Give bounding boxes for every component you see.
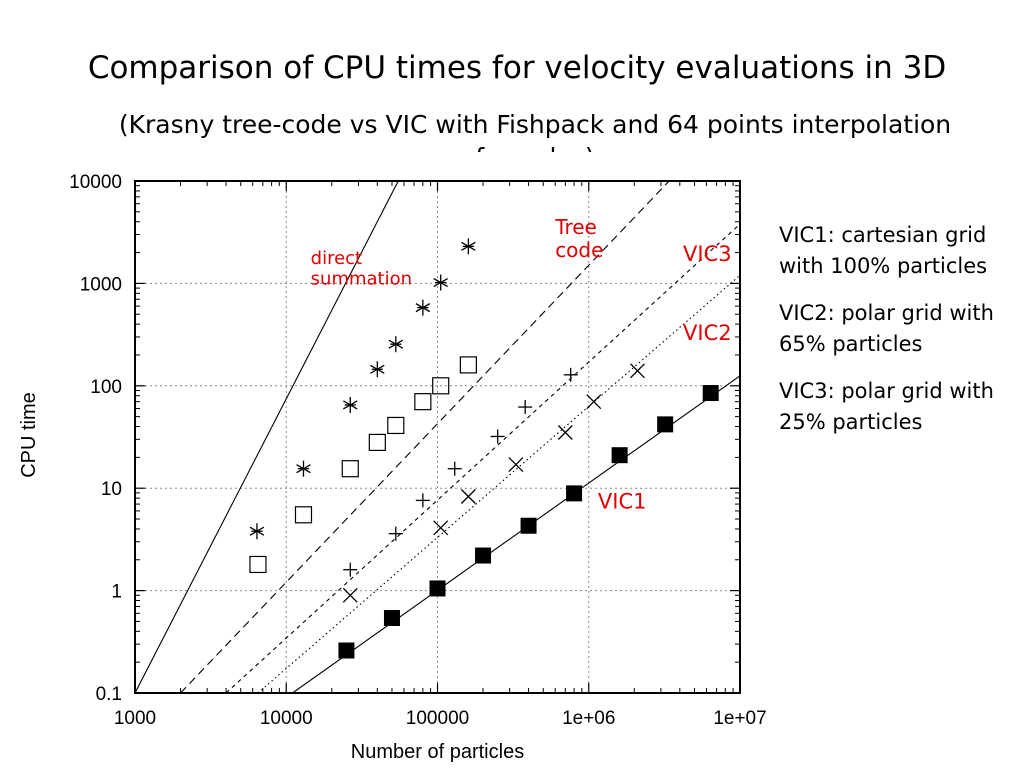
- point-vic3: [518, 400, 533, 415]
- point-direct-summation: [342, 396, 358, 413]
- point-direct-summation: [461, 238, 476, 255]
- y-tick-label: 0.1: [96, 684, 122, 705]
- y-tick-label: 1: [111, 582, 122, 603]
- legend-notes: VIC1: cartesian grid with 100% particles…: [779, 220, 1019, 454]
- data-markers: [249, 238, 719, 659]
- point-tree-code: [387, 416, 405, 435]
- point-vic1: [702, 385, 719, 402]
- point-vic1: [429, 580, 446, 597]
- y-tick-label: 1000: [80, 274, 122, 295]
- axes: 1000 10000 100000 1e+06 1e+07 0.1 1 10 100 1000 10…: [18, 172, 767, 763]
- fit-line-tree-code: [180, 181, 670, 693]
- x-tick-label: 100000: [406, 708, 469, 729]
- point-vic2: [508, 457, 524, 473]
- point-tree-code: [414, 393, 432, 411]
- point-direct-summation: [249, 523, 265, 540]
- point-vic1: [566, 485, 583, 502]
- point-tree-code: [249, 555, 267, 574]
- point-vic2: [630, 363, 645, 379]
- slide-subtitle: (Krasny tree-code vs VIC with Fishpack a…: [118, 110, 952, 152]
- point-vic2: [342, 587, 358, 603]
- x-tick-label: 1000: [114, 708, 156, 729]
- annotation-label: direct summation: [311, 248, 412, 290]
- point-tree-code: [341, 460, 359, 478]
- fit-line-vic2: [257, 274, 740, 693]
- point-vic1: [611, 447, 628, 464]
- note-vic2: VIC2: polar grid with 65% particles: [779, 301, 994, 356]
- point-tree-code: [294, 506, 313, 524]
- point-vic1: [657, 416, 674, 433]
- point-direct-summation: [370, 361, 385, 378]
- point-vic1: [338, 642, 355, 659]
- point-direct-summation: [388, 336, 404, 353]
- point-vic2: [460, 489, 476, 504]
- point-vic1: [475, 547, 492, 564]
- point-vic2: [433, 520, 449, 536]
- point-tree-code: [459, 356, 477, 374]
- point-vic1: [383, 610, 400, 627]
- point-vic3: [563, 367, 578, 382]
- y-tick-label: 10: [101, 479, 122, 500]
- y-tick-label: 100: [90, 377, 122, 398]
- x-tick-label: 1e+07: [713, 708, 766, 729]
- point-vic3: [343, 562, 358, 577]
- grid-lines: [135, 181, 740, 693]
- y-tick-label: 10000: [69, 172, 122, 193]
- x-tick-label: 10000: [260, 708, 313, 729]
- slide-title: Comparison of CPU times for velocity eva…: [87, 50, 947, 86]
- point-vic3: [388, 526, 403, 541]
- point-vic3: [490, 429, 505, 444]
- x-axis-label: Number of particles: [351, 741, 524, 763]
- point-vic3: [447, 461, 462, 476]
- annotation-label: VIC1: [598, 490, 647, 514]
- note-vic3: VIC3: polar grid with 25% particles: [779, 379, 994, 434]
- point-tree-code: [368, 433, 386, 452]
- point-direct-summation: [433, 274, 448, 291]
- y-axis-label: CPU time: [18, 392, 40, 478]
- point-direct-summation: [415, 299, 431, 316]
- point-vic1: [520, 517, 537, 534]
- x-tick-label: 1e+06: [562, 708, 615, 729]
- annotation-label: VIC3: [683, 242, 732, 266]
- point-vic3: [415, 493, 430, 508]
- note-vic1: VIC1: cartesian grid with 100% particles: [779, 223, 988, 278]
- fit-line-direct-summation: [135, 181, 399, 693]
- annotation-label: VIC2: [683, 321, 732, 345]
- fit-line-vic3: [225, 223, 740, 693]
- annotation-label: Tree code: [554, 215, 603, 262]
- point-vic2: [557, 425, 573, 440]
- point-vic2: [586, 394, 602, 410]
- annotations: direct summation Tree code VIC3 VIC2 VIC1: [311, 215, 732, 514]
- point-direct-summation: [296, 460, 311, 477]
- point-tree-code: [432, 377, 450, 395]
